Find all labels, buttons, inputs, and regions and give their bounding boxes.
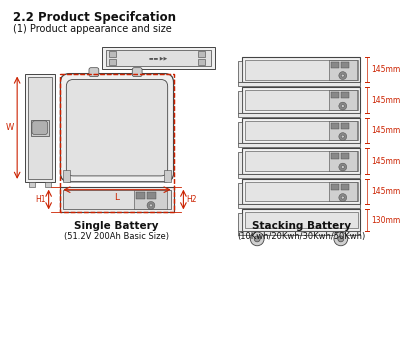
- Bar: [341, 92, 349, 98]
- Circle shape: [149, 204, 152, 207]
- Circle shape: [250, 232, 264, 246]
- Circle shape: [341, 135, 344, 138]
- FancyBboxPatch shape: [132, 68, 142, 77]
- Bar: [136, 192, 145, 198]
- Bar: [238, 174, 361, 178]
- Bar: [243, 57, 361, 83]
- Bar: [238, 122, 243, 144]
- Bar: [134, 190, 167, 209]
- Bar: [109, 51, 116, 57]
- Bar: [341, 184, 349, 190]
- Bar: [245, 151, 357, 171]
- Bar: [106, 50, 211, 66]
- Circle shape: [341, 166, 344, 168]
- Circle shape: [341, 196, 344, 199]
- Bar: [245, 182, 357, 202]
- FancyBboxPatch shape: [60, 74, 173, 182]
- Text: 2.2 Product Specifcation: 2.2 Product Specifcation: [13, 11, 176, 24]
- Bar: [25, 74, 54, 182]
- Bar: [198, 51, 205, 57]
- Circle shape: [341, 105, 344, 107]
- Bar: [243, 148, 361, 174]
- Text: H2: H2: [186, 195, 197, 204]
- Bar: [198, 59, 205, 65]
- Bar: [164, 170, 171, 182]
- Bar: [29, 182, 35, 187]
- Bar: [329, 151, 357, 171]
- Text: (51.2V 200Ah Basic Size): (51.2V 200Ah Basic Size): [64, 232, 169, 241]
- Bar: [109, 59, 116, 65]
- Bar: [238, 205, 361, 208]
- FancyBboxPatch shape: [66, 79, 168, 176]
- Bar: [245, 90, 357, 110]
- Bar: [329, 60, 357, 79]
- Bar: [331, 123, 339, 129]
- Bar: [238, 83, 361, 86]
- Bar: [243, 179, 361, 205]
- Text: (10Kwh/20Kwh/30Kwh/50Kwh): (10Kwh/20Kwh/30Kwh/50Kwh): [237, 232, 366, 241]
- Bar: [329, 90, 357, 110]
- Bar: [331, 184, 339, 190]
- Bar: [245, 121, 357, 140]
- Text: Single Battery: Single Battery: [74, 221, 159, 231]
- Bar: [331, 62, 339, 68]
- Circle shape: [147, 202, 155, 209]
- Text: (1) Product appearance and size: (1) Product appearance and size: [13, 25, 172, 34]
- Circle shape: [339, 102, 347, 110]
- Bar: [238, 231, 361, 235]
- Bar: [28, 77, 52, 179]
- FancyBboxPatch shape: [32, 121, 48, 135]
- Text: H1: H1: [35, 195, 46, 204]
- Bar: [341, 62, 349, 68]
- Bar: [102, 47, 215, 69]
- Bar: [243, 87, 361, 113]
- Bar: [238, 183, 243, 205]
- Bar: [60, 74, 173, 212]
- Text: 130mm: 130mm: [371, 216, 401, 225]
- Bar: [245, 212, 357, 228]
- Bar: [329, 121, 357, 140]
- Bar: [331, 153, 339, 159]
- Circle shape: [338, 236, 344, 242]
- Text: 145mm: 145mm: [371, 126, 401, 135]
- Bar: [238, 144, 361, 147]
- Bar: [238, 113, 361, 117]
- Bar: [238, 152, 243, 174]
- Text: 145mm: 145mm: [371, 65, 401, 74]
- Bar: [341, 153, 349, 159]
- Text: ▬▬ ▶▶: ▬▬ ▶▶: [149, 55, 168, 60]
- Bar: [63, 190, 171, 209]
- Text: 145mm: 145mm: [371, 157, 401, 166]
- Bar: [238, 213, 243, 231]
- Bar: [245, 60, 357, 79]
- Bar: [147, 192, 156, 198]
- Bar: [45, 182, 51, 187]
- Bar: [238, 61, 243, 83]
- Bar: [31, 120, 49, 136]
- Circle shape: [341, 74, 344, 77]
- Circle shape: [339, 133, 347, 140]
- Bar: [329, 182, 357, 202]
- Bar: [60, 187, 173, 212]
- Circle shape: [339, 194, 347, 202]
- FancyBboxPatch shape: [89, 68, 99, 77]
- Circle shape: [339, 163, 347, 171]
- Text: 145mm: 145mm: [371, 96, 401, 105]
- Circle shape: [339, 72, 347, 79]
- Bar: [60, 74, 173, 212]
- Bar: [331, 92, 339, 98]
- Bar: [63, 170, 70, 182]
- Text: W: W: [6, 123, 14, 132]
- Bar: [238, 91, 243, 113]
- Bar: [243, 118, 361, 144]
- Text: Stacking Battery: Stacking Battery: [252, 221, 351, 231]
- Bar: [243, 209, 361, 231]
- Bar: [341, 123, 349, 129]
- Circle shape: [254, 236, 260, 242]
- Text: 145mm: 145mm: [371, 187, 401, 196]
- Text: L: L: [114, 193, 119, 202]
- Circle shape: [334, 232, 348, 246]
